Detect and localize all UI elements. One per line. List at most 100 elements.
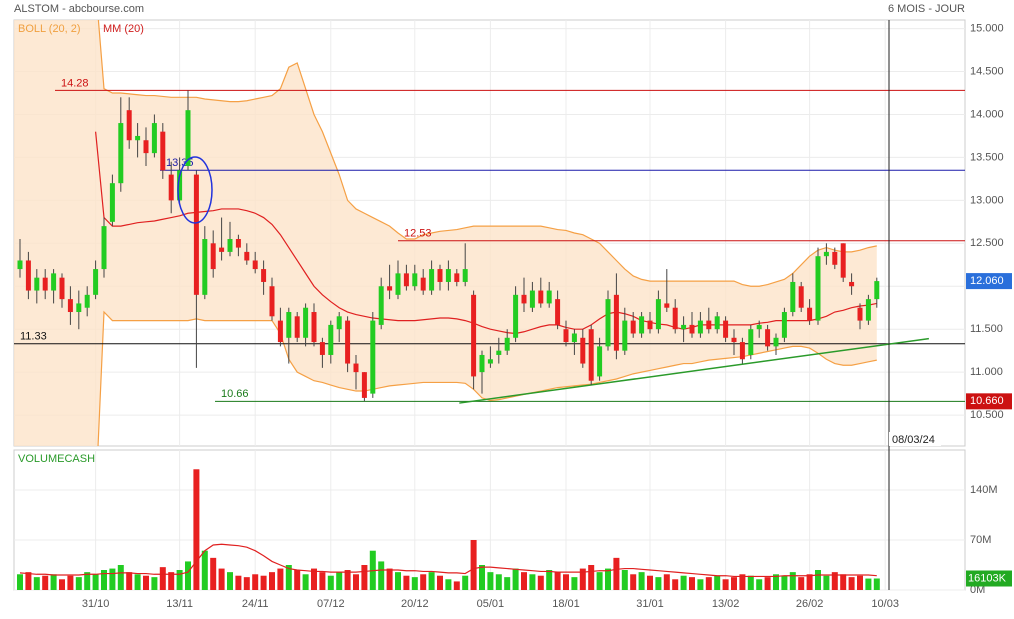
volume-bar [193, 469, 200, 590]
candle-body [723, 320, 729, 338]
volume-bar [815, 570, 821, 590]
volume-bar [630, 574, 637, 590]
candle-body [93, 269, 99, 295]
volume-bar [571, 577, 578, 590]
candle-body [697, 320, 703, 334]
candle-body [563, 329, 569, 343]
candle-body [630, 320, 636, 334]
volume-bar [663, 574, 670, 590]
volume-bar [764, 577, 771, 590]
candle-body [790, 281, 796, 313]
volume-bar [680, 575, 687, 590]
candle-body [252, 260, 258, 270]
candle-body [580, 337, 586, 364]
candle-body [151, 123, 157, 154]
candle-body [286, 312, 292, 338]
level-label: 10.66 [221, 388, 249, 400]
candle-body [42, 277, 48, 291]
volume-bar [504, 577, 511, 590]
volume-bar [252, 574, 259, 590]
volume-bar [605, 568, 611, 590]
crosshair-date-box [889, 432, 941, 446]
x-tick-label: 31/10 [82, 598, 110, 610]
volume-bar [185, 561, 191, 590]
candle-body [101, 226, 107, 270]
volume-bar [285, 565, 292, 590]
x-tick-label: 24/11 [242, 598, 269, 610]
candle-body [59, 277, 65, 300]
candle-body [689, 324, 695, 334]
candle-body [235, 239, 241, 248]
volume-bar [311, 568, 317, 590]
candle-body [874, 281, 880, 300]
candle-body [177, 170, 183, 201]
candle-body [17, 260, 23, 270]
volume-bar [722, 579, 729, 590]
volume-bar [101, 570, 107, 590]
x-tick-label: 18/01 [552, 598, 580, 610]
volume-bar [168, 572, 175, 590]
candle-body [471, 294, 477, 377]
candle-body [445, 269, 451, 282]
volume-bar [159, 567, 166, 590]
level-label: 14.28 [61, 77, 89, 89]
volume-bar [546, 570, 553, 590]
volume-bar [537, 575, 544, 590]
x-tick-label: 05/01 [477, 598, 505, 610]
candle-body [807, 307, 813, 321]
x-tick-label: 07/12 [317, 598, 345, 610]
candles [17, 90, 880, 402]
x-tick-label: 13/02 [712, 598, 740, 610]
candle-body [420, 277, 426, 291]
volume [17, 469, 880, 590]
candle-body [647, 320, 653, 330]
volume-bar [17, 574, 23, 590]
volume-bar [403, 575, 410, 590]
y-tick-label: 12.500 [970, 237, 1004, 249]
candle-body [487, 359, 493, 364]
level-label: 12.53 [404, 228, 432, 240]
candle-body [613, 294, 619, 351]
volume-bar [596, 572, 603, 590]
y-tick-label: 140M [970, 484, 998, 496]
x-tick-label: 26/02 [796, 598, 824, 610]
candle-body [781, 312, 787, 338]
volume-bar [117, 565, 124, 590]
candle-body [479, 354, 485, 373]
volume-bar [210, 557, 217, 590]
band-fill [14, 20, 877, 446]
candle-body [588, 329, 594, 381]
candle-body [714, 316, 720, 330]
volume-bar [67, 575, 74, 590]
volume-bar [134, 574, 141, 590]
volume-title: VOLUMECASH [18, 453, 95, 465]
volume-bar [857, 575, 863, 590]
candle-body [269, 286, 275, 317]
candle-body [84, 294, 90, 308]
candle-body [319, 342, 325, 355]
candle-body [67, 299, 73, 313]
candle-body [25, 260, 31, 291]
candle-body [168, 174, 174, 201]
candle-body [823, 251, 829, 257]
candle-body [395, 273, 401, 295]
candle-body [748, 329, 754, 355]
candle-body [370, 320, 376, 394]
volume-bar [109, 568, 116, 590]
volume-bar [294, 570, 301, 590]
period: 6 MOIS - JOUR [888, 3, 965, 15]
candle-body [865, 299, 871, 321]
last-volume-label: 16103K [968, 572, 1007, 584]
y-tick-label: 15.000 [970, 22, 1004, 34]
candle-body [504, 337, 510, 351]
candle-body [336, 316, 342, 330]
y-tick-label: 14.000 [970, 108, 1004, 120]
moving-average [95, 131, 877, 335]
candle-body [277, 320, 283, 343]
candle-body [832, 251, 838, 265]
candle-body [756, 324, 762, 330]
volume-bar [689, 577, 695, 590]
volume-bar [386, 568, 393, 590]
volume-bar [176, 570, 183, 590]
volume-bar [806, 574, 813, 590]
